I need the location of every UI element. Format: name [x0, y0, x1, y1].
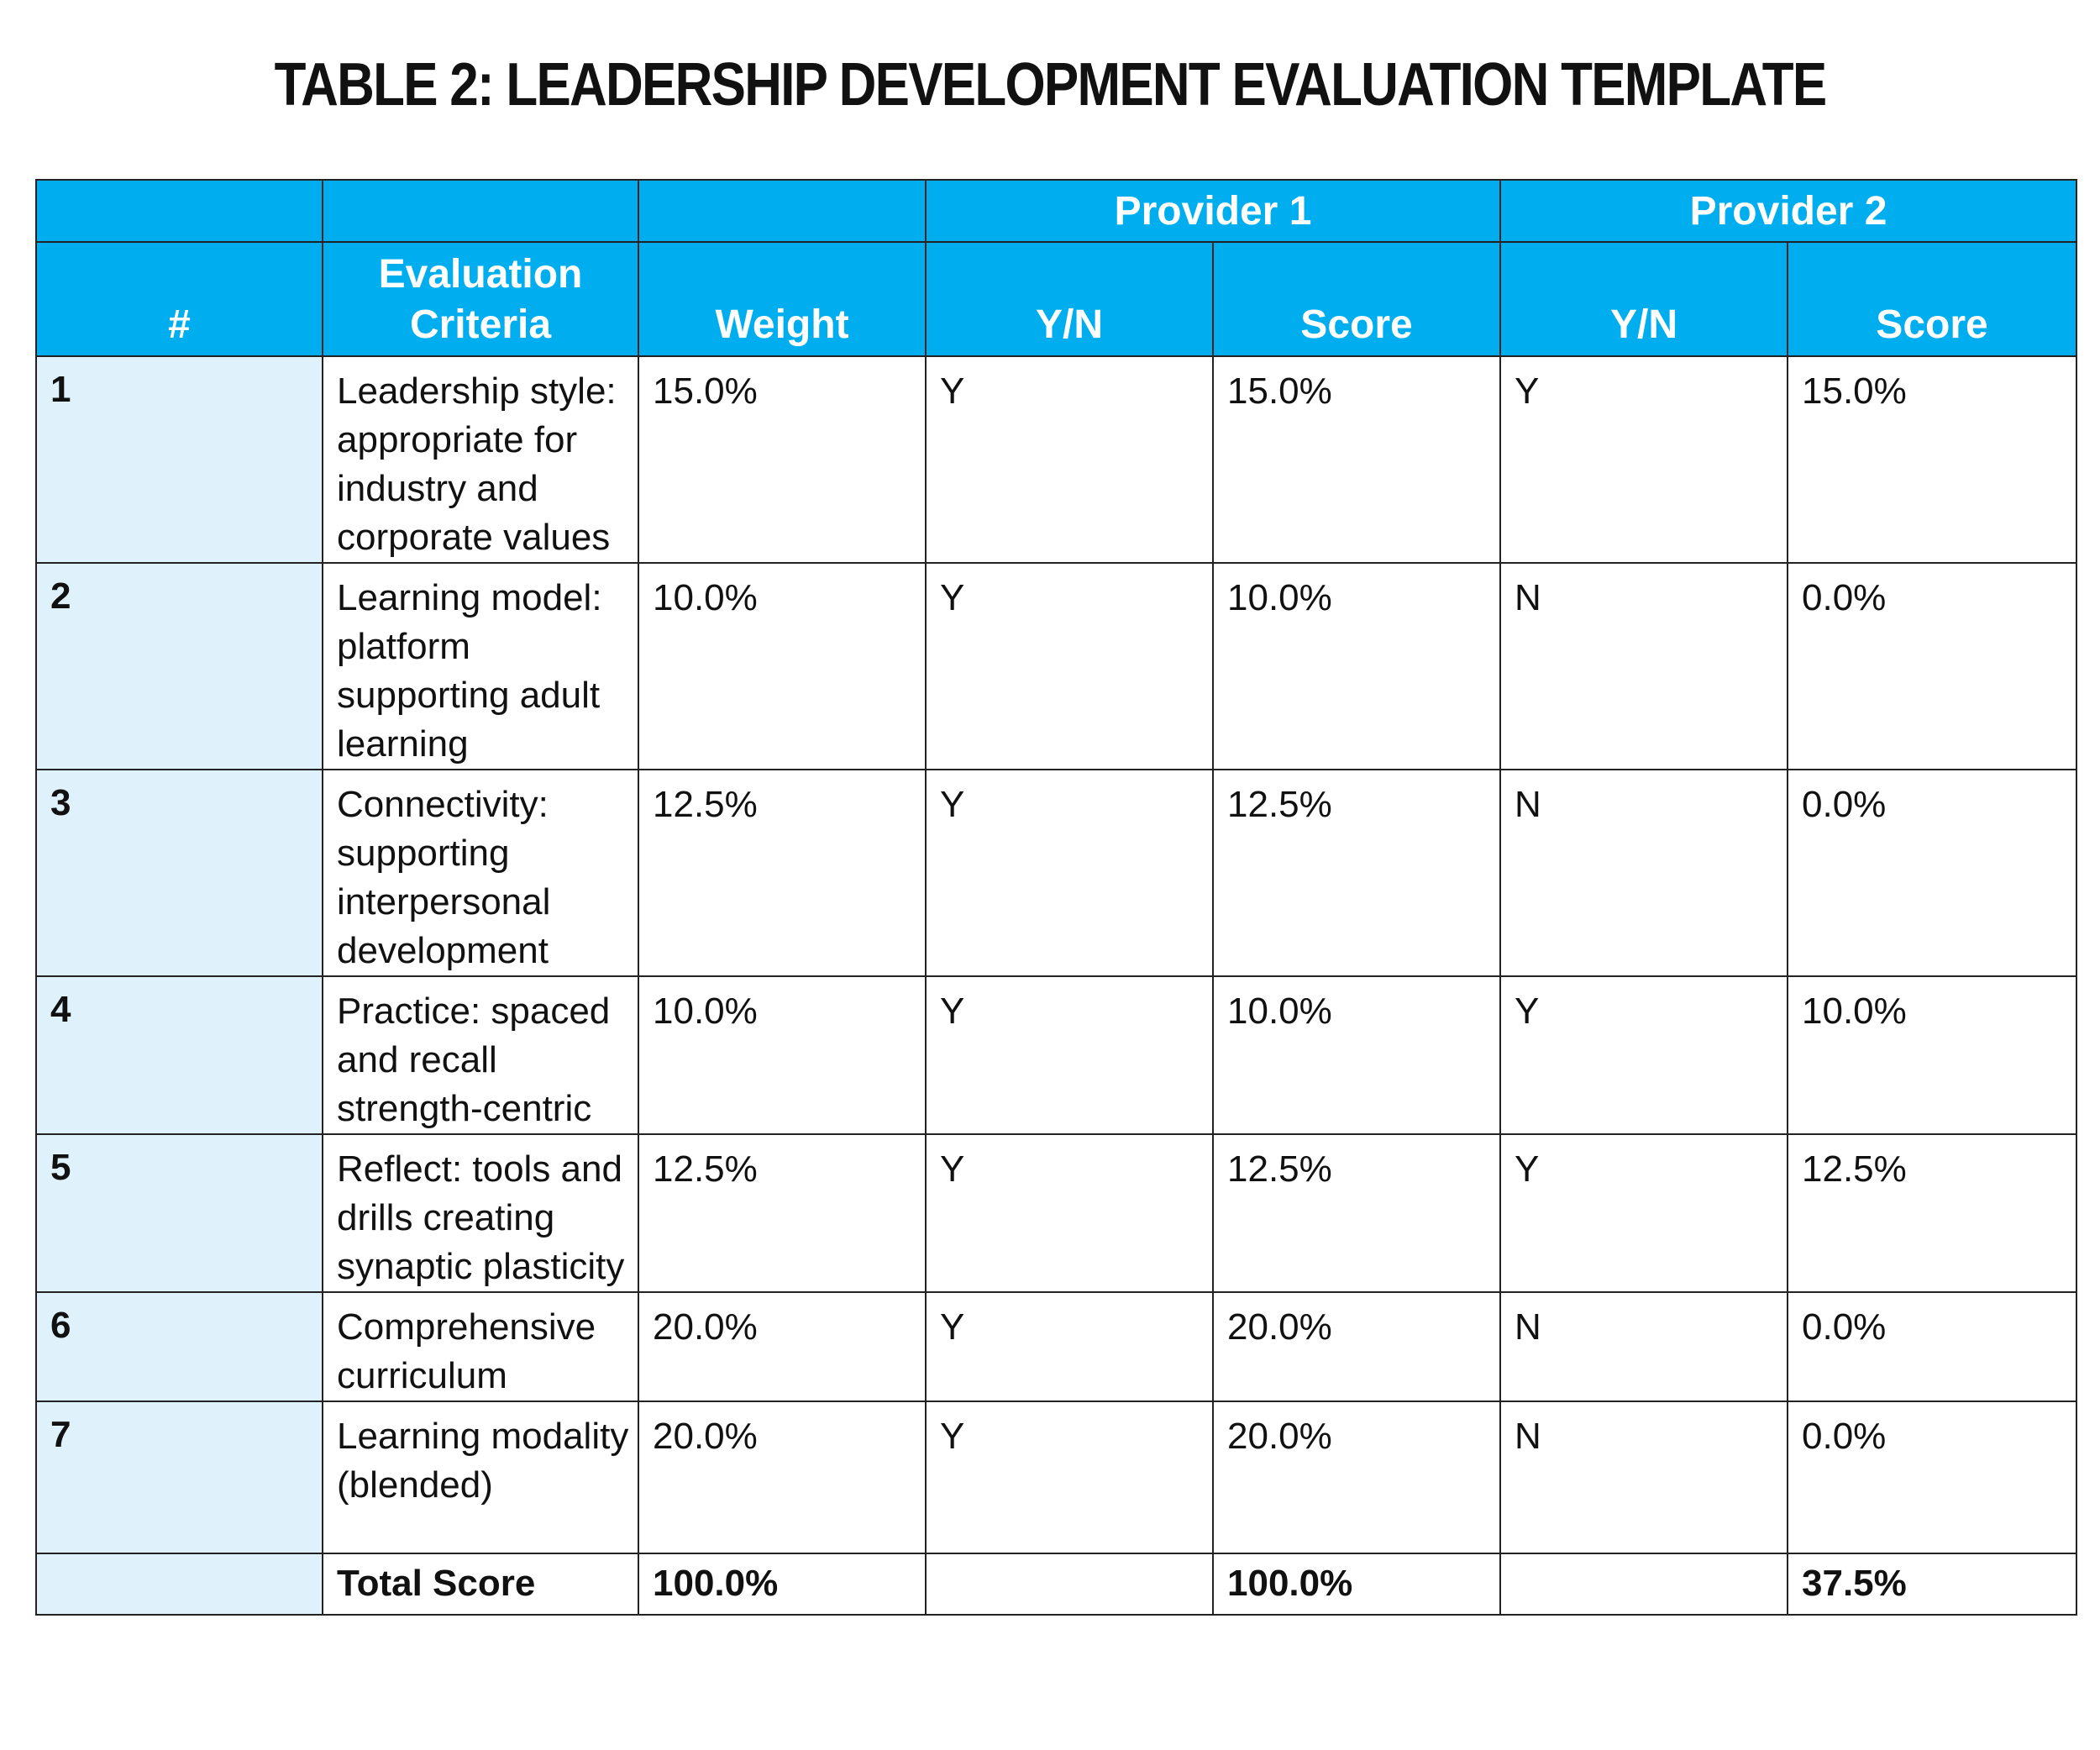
evaluation-table: Provider 1 Provider 2 # Evaluation Crite…	[35, 179, 2077, 1616]
header-provider-1: Provider 1	[925, 179, 1501, 243]
header-num: #	[35, 241, 323, 357]
table-row: 5 Reflect: tools and drills creating syn…	[35, 1133, 2077, 1293]
row-number: 4	[35, 975, 323, 1135]
row-p2-score: 15.0%	[1787, 355, 2077, 564]
header-weight: Weight	[638, 241, 927, 357]
total-weight: 100.0%	[638, 1553, 927, 1616]
table-row: 6 Comprehensive curriculum 20.0% Y 20.0%…	[35, 1291, 2077, 1402]
row-p2-score: 0.0%	[1787, 1291, 2077, 1402]
row-criteria: Reflect: tools and drills creating synap…	[322, 1133, 639, 1293]
row-weight: 10.0%	[638, 562, 927, 770]
row-p1-yn: Y	[925, 769, 1214, 977]
row-criteria: Comprehensive curriculum	[322, 1291, 639, 1402]
row-p1-yn: Y	[925, 355, 1214, 564]
header-p1-yn: Y/N	[925, 241, 1214, 357]
row-p1-score: 20.0%	[1212, 1291, 1501, 1402]
total-number-cell	[35, 1553, 323, 1616]
row-p2-yn: N	[1499, 769, 1788, 977]
header-p1-score: Score	[1212, 241, 1501, 357]
row-criteria: Learning model: platform supporting adul…	[322, 562, 639, 770]
row-p1-score: 10.0%	[1212, 975, 1501, 1135]
row-p1-score: 15.0%	[1212, 355, 1501, 564]
header-empty-cell	[35, 179, 323, 243]
row-p2-yn: N	[1499, 1401, 1788, 1554]
row-p1-yn: Y	[925, 562, 1214, 770]
row-criteria: Connectivity: supporting interpersonal d…	[322, 769, 639, 977]
header-criteria: Evaluation Criteria	[322, 241, 639, 357]
table-row: 2 Learning model: platform supporting ad…	[35, 562, 2077, 770]
header-p2-score: Score	[1787, 241, 2077, 357]
row-weight: 12.5%	[638, 769, 927, 977]
total-p1-yn-empty	[925, 1553, 1214, 1616]
row-number: 6	[35, 1291, 323, 1402]
row-number: 2	[35, 562, 323, 770]
row-p2-yn: Y	[1499, 355, 1788, 564]
row-criteria: Practice: spaced and recall strength-cen…	[322, 975, 639, 1135]
row-p1-score: 12.5%	[1212, 769, 1501, 977]
table-row: 1 Leadership style: appropriate for indu…	[35, 355, 2077, 564]
total-p2-score: 37.5%	[1787, 1553, 2077, 1616]
header-row-providers: Provider 1 Provider 2	[35, 179, 2077, 243]
row-number: 3	[35, 769, 323, 977]
header-row-columns: # Evaluation Criteria Weight Y/N Score Y…	[35, 241, 2077, 357]
row-weight: 10.0%	[638, 975, 927, 1135]
row-p2-yn: N	[1499, 1291, 1788, 1402]
header-p2-yn: Y/N	[1499, 241, 1788, 357]
row-p2-yn: Y	[1499, 975, 1788, 1135]
row-p1-yn: Y	[925, 1133, 1214, 1293]
row-weight: 12.5%	[638, 1133, 927, 1293]
row-p1-yn: Y	[925, 1401, 1214, 1554]
table-row: 4 Practice: spaced and recall strength-c…	[35, 975, 2077, 1135]
row-p2-score: 10.0%	[1787, 975, 2077, 1135]
row-number: 7	[35, 1401, 323, 1554]
row-criteria: Learning modality (blended)	[322, 1401, 639, 1554]
row-p1-yn: Y	[925, 1291, 1214, 1402]
row-weight: 20.0%	[638, 1291, 927, 1402]
row-p2-score: 0.0%	[1787, 1401, 2077, 1554]
total-label: Total Score	[322, 1553, 639, 1616]
row-number: 5	[35, 1133, 323, 1293]
page-title: TABLE 2: LEADERSHIP DEVELOPMENT EVALUATI…	[274, 51, 1828, 118]
total-row: Total Score 100.0% 100.0% 37.5%	[35, 1553, 2077, 1616]
row-p2-score: 0.0%	[1787, 769, 2077, 977]
total-p2-yn-empty	[1499, 1553, 1788, 1616]
row-p1-score: 10.0%	[1212, 562, 1501, 770]
row-p1-score: 20.0%	[1212, 1401, 1501, 1554]
row-weight: 15.0%	[638, 355, 927, 564]
table-row: 7 Learning modality (blended) 20.0% Y 20…	[35, 1401, 2077, 1554]
total-p1-score: 100.0%	[1212, 1553, 1501, 1616]
row-p1-score: 12.5%	[1212, 1133, 1501, 1293]
row-p1-yn: Y	[925, 975, 1214, 1135]
row-weight: 20.0%	[638, 1401, 927, 1554]
header-provider-2: Provider 2	[1499, 179, 2077, 243]
header-empty-cell	[638, 179, 927, 243]
row-criteria: Leadership style: appropriate for indust…	[322, 355, 639, 564]
row-p2-score: 0.0%	[1787, 562, 2077, 770]
row-number: 1	[35, 355, 323, 564]
table-row: 3 Connectivity: supporting interpersonal…	[35, 769, 2077, 977]
row-p2-yn: N	[1499, 562, 1788, 770]
header-empty-cell	[322, 179, 639, 243]
row-p2-yn: Y	[1499, 1133, 1788, 1293]
row-p2-score: 12.5%	[1787, 1133, 2077, 1293]
